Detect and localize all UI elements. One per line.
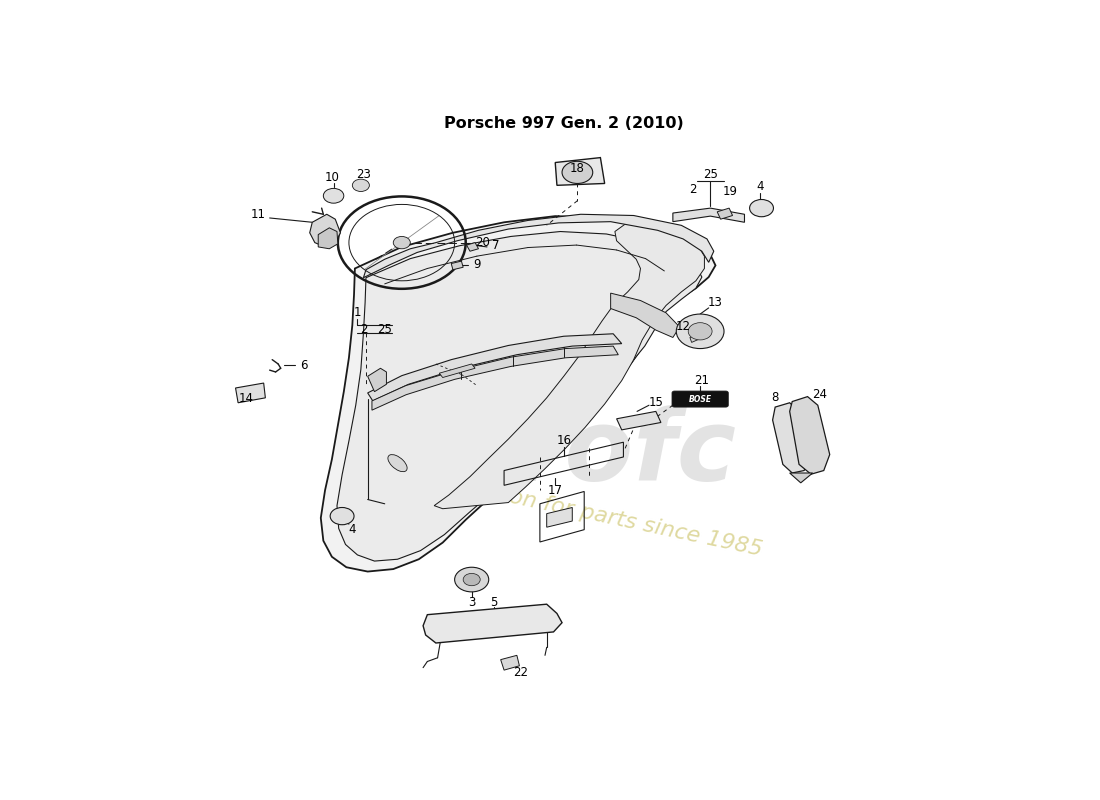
- Polygon shape: [451, 261, 463, 270]
- Text: 18: 18: [570, 162, 585, 175]
- Text: 7: 7: [492, 238, 499, 251]
- Polygon shape: [363, 214, 714, 278]
- Text: Porsche 997 Gen. 2 (2010): Porsche 997 Gen. 2 (2010): [444, 116, 683, 130]
- Text: BOSE: BOSE: [689, 394, 712, 403]
- Polygon shape: [310, 214, 340, 246]
- Polygon shape: [439, 364, 475, 378]
- Text: 21: 21: [694, 374, 710, 387]
- Polygon shape: [717, 208, 733, 219]
- Text: 6: 6: [300, 358, 308, 372]
- Text: 23: 23: [356, 168, 371, 182]
- Polygon shape: [610, 293, 680, 338]
- Polygon shape: [424, 604, 562, 643]
- Text: eurofc: eurofc: [376, 405, 736, 502]
- Circle shape: [676, 314, 724, 349]
- Text: 14: 14: [239, 392, 254, 405]
- Polygon shape: [617, 411, 661, 430]
- Circle shape: [562, 162, 593, 183]
- Text: 4: 4: [756, 180, 763, 193]
- Polygon shape: [790, 397, 829, 474]
- Text: 25: 25: [703, 168, 718, 182]
- Circle shape: [454, 567, 488, 592]
- Ellipse shape: [388, 454, 407, 472]
- Circle shape: [394, 237, 410, 249]
- Polygon shape: [690, 334, 700, 342]
- Circle shape: [689, 322, 712, 340]
- Text: 19: 19: [723, 185, 737, 198]
- Polygon shape: [500, 655, 519, 670]
- Polygon shape: [367, 334, 622, 401]
- Text: a passion for parts since 1985: a passion for parts since 1985: [431, 470, 764, 560]
- Text: 22: 22: [514, 666, 529, 679]
- Polygon shape: [673, 208, 745, 222]
- Polygon shape: [367, 368, 386, 392]
- Text: 25: 25: [377, 323, 393, 336]
- Text: 9: 9: [473, 258, 481, 271]
- Text: 5: 5: [491, 596, 497, 609]
- Polygon shape: [318, 228, 338, 249]
- Text: 24: 24: [812, 388, 827, 402]
- Text: 16: 16: [557, 434, 571, 447]
- Circle shape: [323, 188, 344, 203]
- Text: 1: 1: [354, 306, 361, 319]
- Text: 20: 20: [475, 236, 491, 249]
- Circle shape: [352, 179, 370, 191]
- Text: 8: 8: [771, 391, 779, 404]
- Polygon shape: [434, 222, 704, 509]
- Text: 15: 15: [648, 396, 663, 410]
- Text: 11: 11: [251, 208, 266, 221]
- Circle shape: [330, 507, 354, 525]
- Text: 10: 10: [324, 171, 339, 184]
- Text: 4: 4: [349, 523, 356, 536]
- Text: 3: 3: [468, 596, 475, 609]
- Polygon shape: [321, 216, 715, 571]
- Text: 17: 17: [548, 484, 563, 497]
- FancyBboxPatch shape: [672, 391, 728, 407]
- Polygon shape: [372, 346, 618, 410]
- Text: 13: 13: [708, 297, 723, 310]
- Text: 2: 2: [360, 323, 367, 336]
- Polygon shape: [556, 158, 605, 186]
- Polygon shape: [547, 507, 572, 527]
- Polygon shape: [790, 473, 813, 483]
- Circle shape: [463, 574, 481, 586]
- Polygon shape: [466, 242, 478, 251]
- Text: 12: 12: [675, 320, 691, 333]
- Polygon shape: [235, 383, 265, 402]
- Polygon shape: [772, 402, 810, 473]
- Polygon shape: [337, 231, 702, 561]
- Text: 2: 2: [690, 183, 697, 196]
- Circle shape: [749, 199, 773, 217]
